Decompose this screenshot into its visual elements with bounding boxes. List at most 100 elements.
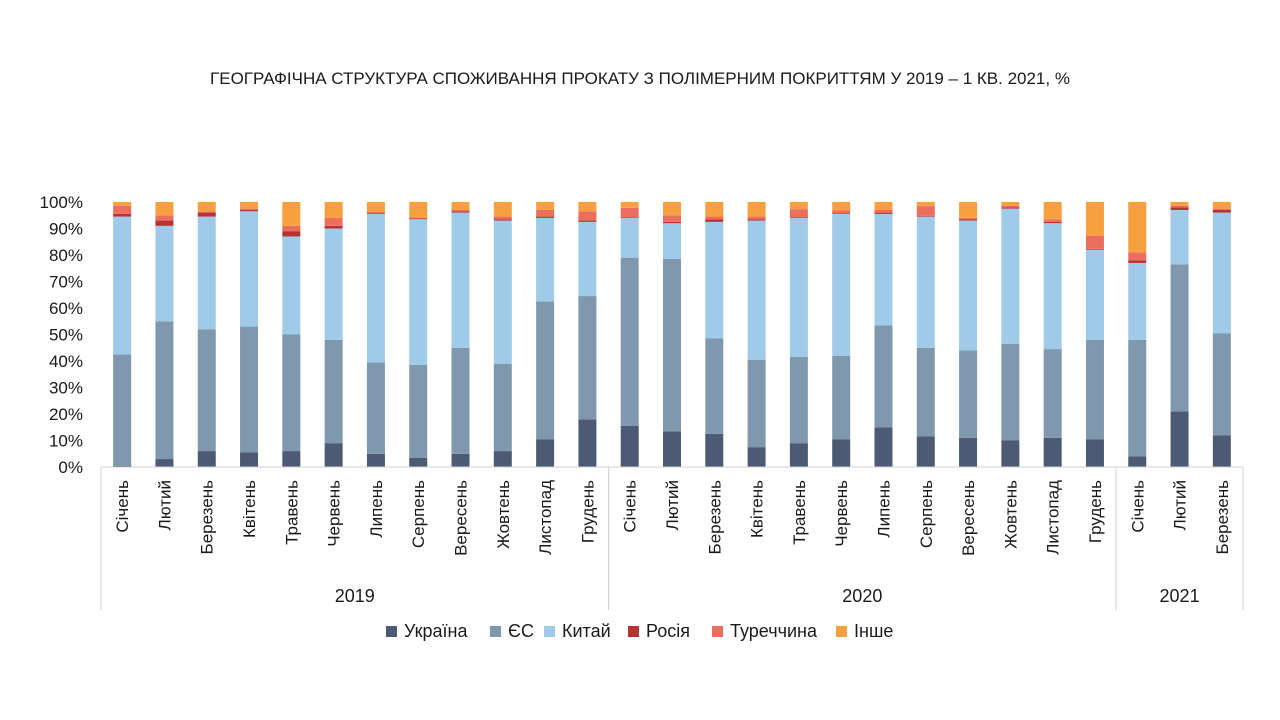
- bar-segment: [832, 439, 851, 467]
- bar-segment: [366, 213, 385, 363]
- bar-segment: [1001, 440, 1020, 467]
- bar-segment: [1212, 208, 1231, 210]
- bar-segment: [493, 451, 512, 467]
- x-tick-label: Лютий: [1171, 480, 1190, 530]
- bar-segment: [789, 357, 808, 444]
- bar-segment: [1001, 208, 1020, 344]
- bar-segment: [916, 347, 935, 437]
- bar-segment: [1212, 209, 1231, 213]
- bar-stack: [789, 202, 808, 467]
- bar-stack: [155, 202, 174, 467]
- y-tick-label: 50%: [49, 326, 83, 345]
- bar-segment: [536, 217, 555, 302]
- bar-stack: [324, 202, 343, 467]
- x-tick-label: Березень: [198, 480, 217, 555]
- bar-segment: [1128, 202, 1147, 253]
- year-group-label: 2019: [335, 586, 375, 606]
- bar-segment: [620, 207, 639, 218]
- x-tick-label: Квітень: [240, 480, 259, 538]
- bar-segment: [959, 217, 978, 220]
- bar-segment: [916, 216, 935, 348]
- x-tick-label: Жовтень: [1001, 480, 1020, 549]
- bar-stack: [197, 202, 216, 467]
- bar-segment: [1128, 339, 1147, 457]
- bar-segment: [959, 219, 978, 221]
- bar-segment: [451, 209, 470, 212]
- bar-stack: [663, 202, 681, 467]
- bar-segment: [197, 202, 216, 212]
- bar-segment: [282, 202, 301, 226]
- bar-stack: [705, 202, 724, 468]
- legend-label: Китай: [562, 621, 611, 641]
- bar-segment: [1085, 439, 1104, 467]
- x-tick-label: Березень: [1213, 480, 1232, 555]
- bar-segment: [832, 213, 851, 356]
- bar-stack: [113, 202, 132, 467]
- year-group-label: 2020: [842, 586, 882, 606]
- bar-stack: [874, 202, 893, 467]
- legend-item: ЄС: [490, 621, 534, 641]
- bar-segment: [578, 419, 597, 467]
- legend-label: ЄС: [508, 621, 534, 641]
- bar-segment: [1128, 456, 1147, 467]
- bar-segment: [324, 217, 343, 226]
- bar-segment: [832, 202, 851, 211]
- bar-segment: [959, 220, 978, 351]
- bar-stack: [1043, 202, 1062, 467]
- bar-segment: [747, 219, 766, 221]
- bar-segment: [705, 433, 724, 468]
- bar-segment: [1170, 202, 1189, 206]
- bar-segment: [705, 216, 724, 220]
- bar-segment: [451, 212, 470, 348]
- bar-segment: [874, 325, 893, 428]
- bar-segment: [1212, 212, 1231, 334]
- bar-segment: [1043, 202, 1062, 220]
- bar-segment: [324, 443, 343, 467]
- bar-segment: [451, 211, 470, 213]
- bar-segment: [620, 217, 639, 258]
- legend-label: Росія: [646, 621, 690, 641]
- legend-swatch: [386, 626, 397, 637]
- legend-swatch: [712, 626, 723, 637]
- bar-segment: [874, 202, 893, 210]
- bar-segment: [1212, 333, 1231, 436]
- bar-segment: [1128, 260, 1147, 263]
- bar-segment: [113, 216, 132, 355]
- bar-stack: [916, 202, 935, 467]
- bar-segment: [1128, 262, 1147, 340]
- bar-segment: [324, 225, 343, 229]
- year-group-label: 2021: [1160, 586, 1200, 606]
- bar-segment: [282, 225, 301, 232]
- bar-segment: [747, 447, 766, 468]
- legend-item: Туреччина: [712, 621, 818, 641]
- y-tick-label: 20%: [49, 405, 83, 424]
- bar-segment: [324, 228, 343, 340]
- bar-stack: [747, 202, 766, 468]
- x-tick-label: Січень: [621, 480, 640, 533]
- bar-segment: [155, 459, 174, 467]
- y-tick-label: 90%: [49, 220, 83, 239]
- bar-segment: [155, 225, 174, 322]
- bar-stack: [493, 202, 512, 467]
- bar-segment: [197, 211, 216, 213]
- bar-segment: [705, 219, 724, 222]
- x-tick-label: Травень: [282, 480, 301, 545]
- legend-item: Україна: [386, 621, 468, 641]
- legend-item: Китай: [544, 621, 611, 641]
- bar-segment: [1170, 205, 1189, 208]
- bar-segment: [1212, 202, 1231, 209]
- bar-segment: [578, 211, 597, 221]
- bar-segment: [155, 220, 174, 226]
- bar-segment: [113, 202, 132, 206]
- x-tick-label: Березень: [705, 480, 724, 555]
- bar-segment: [1001, 202, 1020, 206]
- bar-segment: [1170, 411, 1189, 467]
- bar-segment: [874, 209, 893, 213]
- bar-segment: [832, 355, 851, 440]
- bar-segment: [959, 437, 978, 467]
- bar-segment: [282, 231, 301, 237]
- y-tick-label: 60%: [49, 299, 83, 318]
- bar-segment: [747, 359, 766, 448]
- bar-segment: [366, 362, 385, 454]
